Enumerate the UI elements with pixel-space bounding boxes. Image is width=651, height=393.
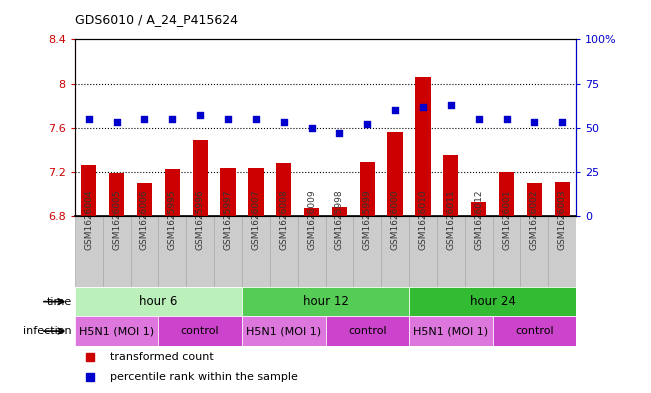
Bar <box>493 216 520 287</box>
Bar <box>221 167 236 216</box>
Point <box>111 119 122 125</box>
Bar <box>270 216 298 287</box>
Bar <box>276 163 292 216</box>
Text: GSM1626001: GSM1626001 <box>502 189 511 250</box>
Point <box>195 112 206 118</box>
Text: percentile rank within the sample: percentile rank within the sample <box>110 373 298 382</box>
Bar <box>409 316 493 346</box>
Bar <box>465 216 493 287</box>
Text: GSM1626006: GSM1626006 <box>140 189 149 250</box>
Text: GSM1625999: GSM1625999 <box>363 189 372 250</box>
Bar <box>158 216 186 287</box>
Point <box>418 103 428 110</box>
Bar <box>298 216 326 287</box>
Bar <box>332 208 347 216</box>
Bar <box>443 155 458 216</box>
Point <box>307 125 317 131</box>
Point <box>83 116 94 122</box>
Text: GDS6010 / A_24_P415624: GDS6010 / A_24_P415624 <box>75 13 238 26</box>
Bar <box>242 287 409 316</box>
Bar <box>214 216 242 287</box>
Bar <box>555 182 570 216</box>
Text: control: control <box>181 326 219 336</box>
Text: GSM1626008: GSM1626008 <box>279 189 288 250</box>
Bar <box>326 316 409 346</box>
Bar <box>520 216 548 287</box>
Point <box>501 116 512 122</box>
Point <box>167 116 178 122</box>
Text: time: time <box>46 297 72 307</box>
Bar <box>409 287 576 316</box>
Bar <box>499 172 514 216</box>
Bar <box>471 202 486 216</box>
Bar <box>326 216 353 287</box>
Point <box>251 116 261 122</box>
Text: H5N1 (MOI 1): H5N1 (MOI 1) <box>246 326 322 336</box>
Bar <box>242 316 326 346</box>
Bar <box>353 216 381 287</box>
Bar <box>103 216 131 287</box>
Text: hour 12: hour 12 <box>303 295 348 308</box>
Bar <box>75 216 103 287</box>
Bar <box>81 165 96 216</box>
Text: GSM1626011: GSM1626011 <box>447 189 455 250</box>
Bar <box>415 77 430 216</box>
Text: infection: infection <box>23 326 72 336</box>
Text: GSM1626000: GSM1626000 <box>391 189 400 250</box>
Text: control: control <box>348 326 387 336</box>
Bar <box>75 287 242 316</box>
Text: GSM1626007: GSM1626007 <box>251 189 260 250</box>
Text: GSM1625997: GSM1625997 <box>223 189 232 250</box>
Text: transformed count: transformed count <box>110 352 214 362</box>
Point <box>334 130 344 136</box>
Bar <box>493 316 576 346</box>
Bar <box>158 316 242 346</box>
Bar <box>387 132 403 216</box>
Bar <box>242 216 270 287</box>
Text: GSM1626005: GSM1626005 <box>112 189 121 250</box>
Text: GSM1626012: GSM1626012 <box>474 189 483 250</box>
Bar <box>548 216 576 287</box>
Text: control: control <box>515 326 553 336</box>
Point <box>529 119 540 125</box>
Bar <box>437 216 465 287</box>
Bar <box>409 216 437 287</box>
Bar <box>304 208 319 216</box>
Text: GSM1626010: GSM1626010 <box>419 189 428 250</box>
Point <box>279 119 289 125</box>
Bar <box>527 183 542 216</box>
Bar <box>381 216 409 287</box>
Text: GSM1626009: GSM1626009 <box>307 189 316 250</box>
Bar <box>131 216 158 287</box>
Text: GSM1625995: GSM1625995 <box>168 189 177 250</box>
Point <box>473 116 484 122</box>
Text: GSM1625998: GSM1625998 <box>335 189 344 250</box>
Point <box>557 119 568 125</box>
Point <box>445 101 456 108</box>
Text: hour 6: hour 6 <box>139 295 178 308</box>
Text: H5N1 (MOI 1): H5N1 (MOI 1) <box>413 326 488 336</box>
Text: H5N1 (MOI 1): H5N1 (MOI 1) <box>79 326 154 336</box>
Bar <box>109 173 124 216</box>
Point <box>139 116 150 122</box>
Point <box>223 116 233 122</box>
Bar <box>165 169 180 216</box>
Text: GSM1625996: GSM1625996 <box>196 189 204 250</box>
Bar <box>193 140 208 216</box>
Bar <box>186 216 214 287</box>
Bar <box>75 316 158 346</box>
Bar <box>359 162 375 216</box>
Text: hour 24: hour 24 <box>469 295 516 308</box>
Bar <box>248 167 264 216</box>
Text: GSM1626003: GSM1626003 <box>558 189 567 250</box>
Point <box>362 121 372 127</box>
Bar <box>137 183 152 216</box>
Text: GSM1626002: GSM1626002 <box>530 189 539 250</box>
Point <box>390 107 400 113</box>
Text: GSM1626004: GSM1626004 <box>84 189 93 250</box>
